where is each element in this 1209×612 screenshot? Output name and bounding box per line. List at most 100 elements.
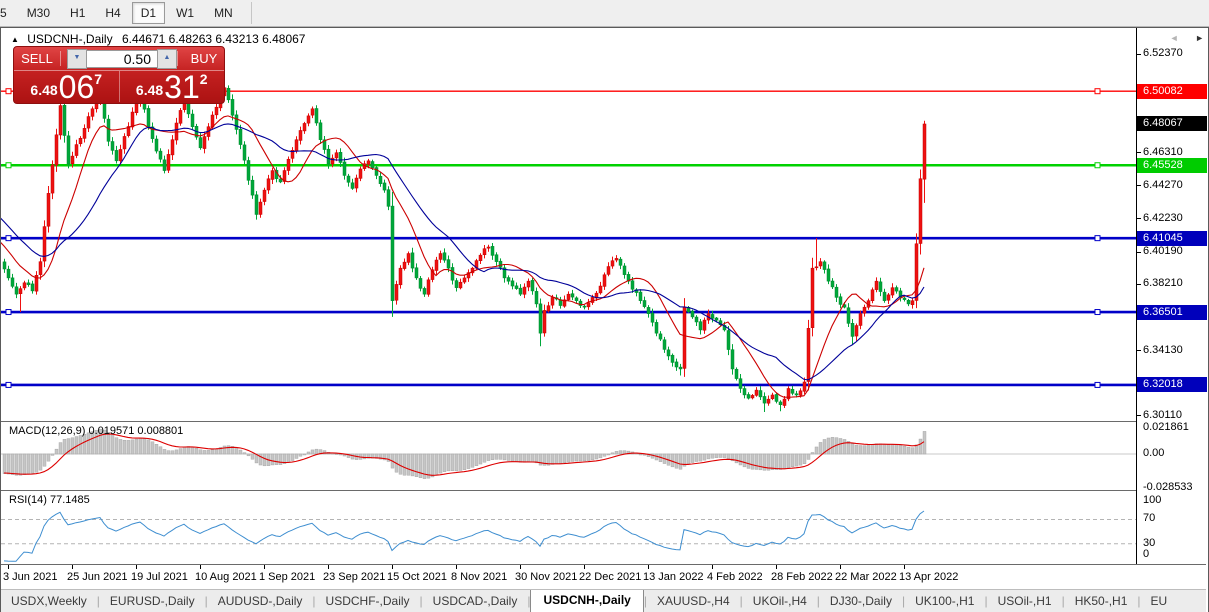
date-tick-mark — [8, 565, 9, 569]
volume-increase-button[interactable]: ▲ — [157, 48, 177, 69]
one-click-trading-panel: SELL ▼ ▲ BUY 6.48 06 7 6.48 31 2 — [13, 46, 225, 104]
chart-tab-audusd-daily[interactable]: AUDUSD-,Daily — [217, 594, 303, 608]
price-tick-mark — [1137, 185, 1141, 187]
rsi-label: RSI(14) 77.1485 — [9, 494, 90, 506]
sell-price-pip-digit: 7 — [94, 71, 103, 87]
tab-separator: | — [816, 594, 820, 608]
price-tick-label: 6.52370 — [1143, 47, 1183, 59]
green-support-line[interactable] — [1, 162, 1136, 169]
tab-separator: | — [96, 594, 100, 608]
date-tick-mark — [200, 565, 201, 569]
macd-tick-label: 0.021861 — [1143, 421, 1189, 433]
chart-tab-usoil-h1[interactable]: USOil-,H1 — [997, 594, 1052, 608]
trade-prices-row: 6.48 06 7 6.48 31 2 — [14, 69, 225, 105]
timeframe-buttons: 5 M30 H1 H4 D1 W1 MN — [0, 2, 243, 24]
price-tick-mark — [1137, 251, 1141, 253]
sell-button[interactable]: SELL — [14, 51, 61, 66]
timeframe-button-m30[interactable]: M30 — [26, 6, 51, 20]
buy-button[interactable]: BUY — [177, 51, 230, 66]
macd-label: MACD(12,26,9) 0.019571 0.008801 — [9, 425, 184, 437]
timeframe-button-d1[interactable]: D1 — [131, 2, 166, 24]
macd-tick-label: 0.00 — [1143, 447, 1165, 459]
price-tick-mark — [1137, 283, 1141, 285]
timeframe-button-w1[interactable]: W1 — [176, 6, 195, 20]
buy-price-big-digits: 31 — [164, 69, 200, 105]
sell-price-box[interactable]: 6.48 06 7 — [14, 69, 120, 105]
sell-price-big-digits: 06 — [58, 69, 95, 105]
chart-tab-eu[interactable]: EU — [1150, 594, 1168, 608]
tab-separator: | — [204, 594, 208, 608]
chart-tab-usdcad-daily[interactable]: USDCAD-,Daily — [432, 594, 518, 608]
ma-fast-line[interactable] — [1, 115, 925, 398]
buy-price-prefix: 6.48 — [135, 82, 164, 98]
volume-input[interactable] — [87, 49, 157, 68]
green-level-label: 6.45528 — [1137, 157, 1207, 173]
macd-indicator-panel[interactable] — [1, 428, 1136, 479]
blue-line-3[interactable] — [1, 381, 1136, 388]
blue-level-3-label: 6.32018 — [1137, 377, 1207, 393]
blue-line-2[interactable] — [1, 309, 1136, 316]
timeframe-button-h1[interactable]: H1 — [70, 6, 86, 20]
date-tick-label: 8 Nov 2021 — [451, 571, 508, 583]
price-tick-label: 6.46310 — [1143, 145, 1183, 158]
chart-tab-hk50-h1[interactable]: HK50-,H1 — [1074, 594, 1128, 608]
chart-tab-usdcnh-daily[interactable]: USDCNH-,Daily — [530, 590, 644, 612]
date-tick-label: 25 Jun 2021 — [67, 571, 128, 583]
ma-slow-line[interactable] — [1, 123, 925, 381]
chart-window: ▲ USDCNH-,Daily 6.44671 6.48263 6.43213 … — [0, 27, 1209, 612]
blue-level-1-label: 6.41045 — [1137, 230, 1207, 246]
collapse-triangle-icon[interactable]: ▲ — [11, 35, 19, 44]
buy-price-pip-digit: 2 — [199, 71, 208, 87]
chart-tab-dj30-daily[interactable]: DJ30-,Daily — [829, 594, 892, 608]
tab-separator: | — [1061, 594, 1065, 608]
macd-tick-label: -0.028533 — [1143, 480, 1193, 493]
resistance-price-label: 6.50082 — [1137, 83, 1207, 99]
buy-price-box[interactable]: 6.48 31 2 — [120, 69, 225, 105]
rsi-tick-label: 100 — [1143, 494, 1162, 507]
chart-tab-usdx-weekly[interactable]: USDX,Weekly — [11, 594, 87, 608]
chart-tab-ukoil-h4[interactable]: UKOil-,H4 — [752, 594, 807, 608]
price-tick-mark — [1137, 415, 1141, 417]
chart-tab-eurusd-daily[interactable]: EURUSD-,Daily — [109, 594, 195, 608]
date-tick-label: 4 Feb 2022 — [707, 571, 763, 583]
chart-tab-usdchf-daily[interactable]: USDCHF-,Daily — [325, 594, 410, 608]
date-tick-mark — [520, 565, 521, 569]
rsi-tick-label: 70 — [1143, 512, 1156, 525]
sell-price-prefix: 6.48 — [30, 82, 58, 98]
date-tick-label: 10 Aug 2021 — [195, 571, 257, 583]
chart-tab-uk100-h1[interactable]: UK100-,H1 — [915, 594, 975, 608]
date-tick-mark — [136, 565, 137, 569]
symbol-label: USDCNH-,Daily — [27, 32, 113, 46]
timeframe-button-5[interactable]: 5 — [0, 6, 7, 20]
volume-stepper: ▼ ▲ — [67, 48, 177, 69]
tab-scroll-right-icon[interactable]: ► — [1195, 33, 1204, 43]
volume-decrease-button[interactable]: ▼ — [67, 48, 87, 69]
timeframe-button-h4[interactable]: H4 — [105, 6, 121, 20]
price-tick-label: 6.40190 — [1143, 245, 1183, 258]
timeframe-button-mn[interactable]: MN — [214, 6, 233, 20]
price-axis[interactable]: 6.52370 6.46310 6.44270 6.42230 6.40190 6.382… — [1136, 28, 1208, 564]
toolbar-separator — [250, 2, 252, 24]
ohlc-values: 6.44671 6.48263 6.43213 6.48067 — [121, 32, 306, 46]
date-tick-mark — [840, 565, 841, 569]
date-tick-mark — [328, 565, 329, 569]
tab-separator: | — [312, 594, 316, 608]
date-axis[interactable]: 3 Jun 2021 25 Jun 2021 19 Jul 2021 10 Aug 2… — [1, 564, 1206, 590]
blue-line-1[interactable] — [1, 235, 1136, 242]
date-tick-mark — [392, 565, 393, 569]
tab-scroll-left-icon[interactable]: ◄ — [1169, 33, 1179, 43]
tab-separator: | — [901, 594, 906, 608]
date-tick-mark — [648, 565, 649, 569]
date-tick-label: 3 Jun 2021 — [3, 571, 58, 583]
current-price-label: 6.48067 — [1137, 116, 1207, 132]
macd-signal-line — [3, 433, 925, 476]
rsi-tick-label: 30 — [1143, 536, 1156, 549]
chart-canvas[interactable] — [1, 28, 1208, 612]
rsi-indicator-panel[interactable] — [1, 510, 1136, 562]
date-tick-mark — [904, 565, 905, 569]
chart-tab-xauusd-h4[interactable]: XAUUSD-,H4 — [656, 594, 730, 608]
tab-separator: | — [527, 594, 531, 608]
tab-separator: | — [739, 594, 743, 608]
price-tick-label: 6.44270 — [1143, 178, 1183, 191]
